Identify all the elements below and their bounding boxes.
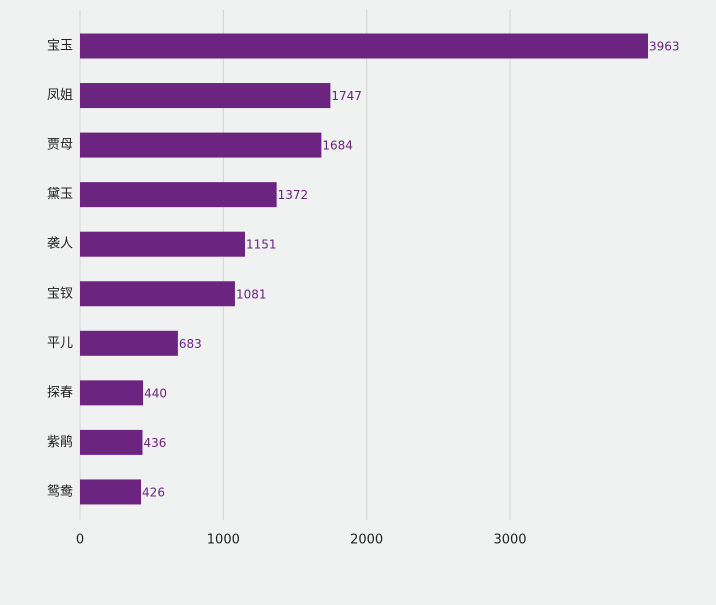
bars — [80, 33, 649, 505]
category-label: 宝钗 — [47, 286, 73, 301]
data-label: 1372 — [278, 188, 309, 202]
data-labels: 3963 1747 1684 1372 1151 1081 683 440 436 426 — [142, 40, 680, 500]
bar — [80, 330, 178, 356]
category-label: 黛玉 — [47, 187, 73, 202]
category-label: 紫鹃 — [47, 434, 73, 450]
bar — [80, 281, 235, 307]
data-label: 1747 — [331, 89, 362, 103]
x-tick-label: 3000 — [493, 533, 526, 548]
category-label: 宝玉 — [47, 39, 73, 54]
bar — [80, 479, 142, 505]
bar — [80, 380, 144, 406]
category-label: 鸳鸯 — [47, 484, 73, 499]
bar — [80, 231, 245, 257]
bar — [80, 33, 649, 59]
x-axis-ticks: 0 1000 2000 3000 — [76, 533, 527, 548]
data-label: 436 — [143, 436, 166, 450]
data-label: 1081 — [236, 287, 267, 301]
data-label: 426 — [142, 485, 165, 499]
bar — [80, 429, 143, 455]
bar — [80, 132, 322, 158]
category-label: 平儿 — [47, 336, 73, 351]
data-label: 1151 — [246, 238, 277, 252]
x-tick-label: 0 — [76, 533, 84, 548]
category-label: 贾母 — [47, 138, 73, 153]
x-tick-label: 2000 — [350, 533, 383, 548]
data-label: 683 — [179, 337, 202, 351]
category-label: 袭人 — [47, 237, 73, 252]
category-label: 凤姐 — [47, 88, 73, 103]
bar — [80, 182, 277, 208]
bar — [80, 83, 331, 109]
category-label: 探春 — [47, 385, 73, 400]
data-label: 3963 — [649, 40, 680, 54]
data-label: 1684 — [322, 139, 353, 153]
x-tick-label: 1000 — [207, 533, 240, 548]
data-label: 440 — [144, 386, 167, 400]
